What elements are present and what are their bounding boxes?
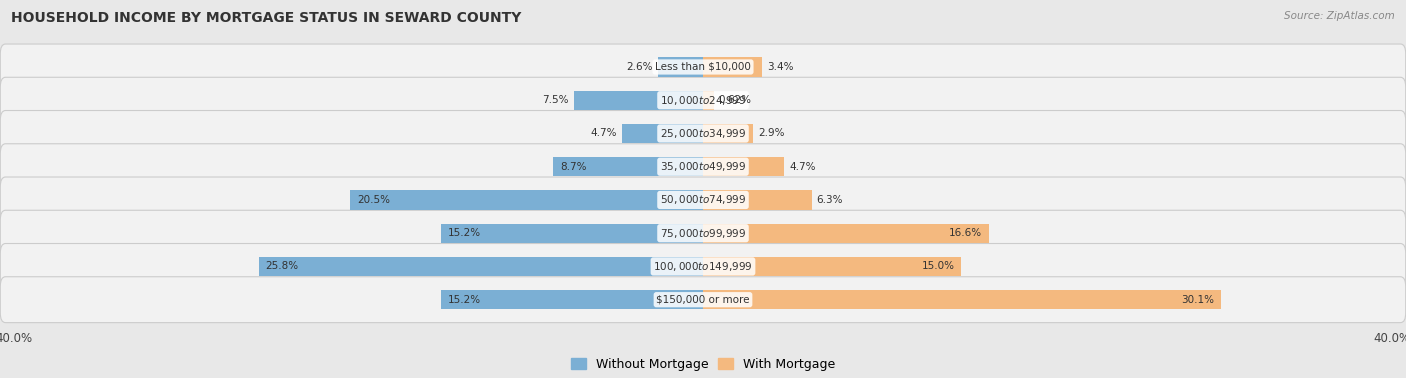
- Bar: [703, 157, 785, 177]
- Text: $150,000 or more: $150,000 or more: [657, 295, 749, 305]
- Text: 2.6%: 2.6%: [627, 62, 652, 72]
- Bar: [703, 290, 1222, 309]
- Text: 30.1%: 30.1%: [1181, 295, 1215, 305]
- Text: 8.7%: 8.7%: [560, 162, 586, 172]
- Bar: [553, 157, 703, 177]
- Text: $50,000 to $74,999: $50,000 to $74,999: [659, 194, 747, 206]
- Text: 6.3%: 6.3%: [817, 195, 844, 205]
- Text: Source: ZipAtlas.com: Source: ZipAtlas.com: [1284, 11, 1395, 21]
- Text: $25,000 to $34,999: $25,000 to $34,999: [659, 127, 747, 140]
- FancyBboxPatch shape: [0, 210, 1406, 256]
- FancyBboxPatch shape: [0, 177, 1406, 223]
- Bar: [703, 190, 811, 209]
- Bar: [350, 190, 703, 209]
- Legend: Without Mortgage, With Mortgage: Without Mortgage, With Mortgage: [565, 353, 841, 376]
- Bar: [658, 57, 703, 77]
- FancyBboxPatch shape: [0, 110, 1406, 156]
- Bar: [259, 257, 703, 276]
- Bar: [574, 91, 703, 110]
- FancyBboxPatch shape: [0, 277, 1406, 323]
- Text: 0.62%: 0.62%: [718, 95, 752, 105]
- Text: $10,000 to $24,999: $10,000 to $24,999: [659, 94, 747, 107]
- Bar: [703, 124, 754, 143]
- Text: 4.7%: 4.7%: [789, 162, 815, 172]
- Text: Less than $10,000: Less than $10,000: [655, 62, 751, 72]
- Text: 2.9%: 2.9%: [758, 129, 785, 138]
- Text: HOUSEHOLD INCOME BY MORTGAGE STATUS IN SEWARD COUNTY: HOUSEHOLD INCOME BY MORTGAGE STATUS IN S…: [11, 11, 522, 25]
- Text: 7.5%: 7.5%: [543, 95, 568, 105]
- Bar: [441, 290, 703, 309]
- Text: 15.0%: 15.0%: [921, 262, 955, 271]
- Bar: [703, 91, 714, 110]
- Text: 4.7%: 4.7%: [591, 129, 617, 138]
- Text: 25.8%: 25.8%: [266, 262, 298, 271]
- Text: 16.6%: 16.6%: [949, 228, 981, 238]
- Text: 15.2%: 15.2%: [449, 295, 481, 305]
- Text: $100,000 to $149,999: $100,000 to $149,999: [654, 260, 752, 273]
- FancyBboxPatch shape: [0, 144, 1406, 190]
- FancyBboxPatch shape: [0, 243, 1406, 290]
- FancyBboxPatch shape: [0, 77, 1406, 123]
- Bar: [703, 57, 762, 77]
- Text: 3.4%: 3.4%: [766, 62, 793, 72]
- FancyBboxPatch shape: [0, 44, 1406, 90]
- Bar: [703, 223, 988, 243]
- Bar: [441, 223, 703, 243]
- Bar: [621, 124, 703, 143]
- Bar: [703, 257, 962, 276]
- Text: $75,000 to $99,999: $75,000 to $99,999: [659, 227, 747, 240]
- Text: 20.5%: 20.5%: [357, 195, 389, 205]
- Text: 15.2%: 15.2%: [449, 228, 481, 238]
- Text: $35,000 to $49,999: $35,000 to $49,999: [659, 160, 747, 173]
